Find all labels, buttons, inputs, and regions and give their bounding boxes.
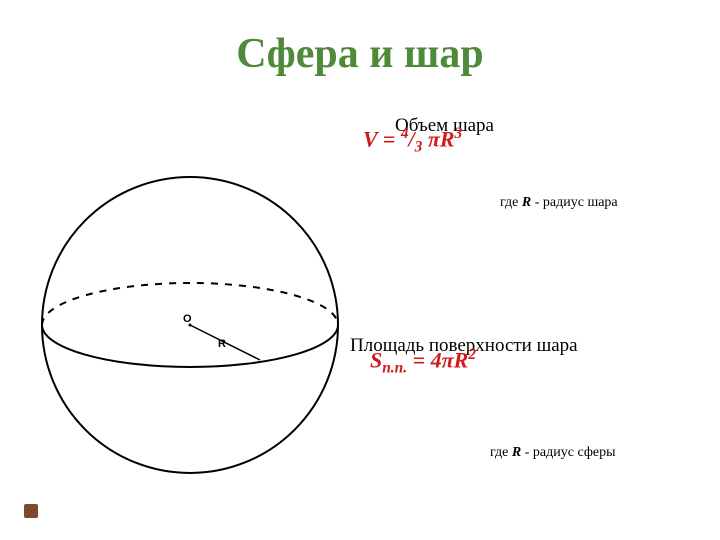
- vf-prefix: V =: [363, 126, 401, 151]
- vf-pir: πR: [422, 126, 454, 151]
- sf-exp: 2: [468, 346, 476, 363]
- volume-note: где R - радиус шара: [500, 195, 618, 211]
- volume-formula: V = 4/3 πR3: [363, 125, 462, 157]
- bullet-icon: [24, 504, 38, 518]
- sn-var: R: [512, 445, 521, 460]
- slide-container: Сфера и шар О R Объем шара V = 4/3 πR3 г…: [0, 0, 720, 540]
- vf-exp: 3: [455, 125, 463, 142]
- title-text: Сфера и шар: [236, 31, 483, 77]
- vf-numerator: 4: [401, 125, 409, 142]
- surface-note: где R - радиус сферы: [490, 445, 616, 461]
- equator-front: [42, 325, 338, 367]
- sphere-diagram: [35, 170, 345, 480]
- vn-suffix: - радиус шара: [531, 195, 617, 210]
- label-R: R: [218, 338, 226, 350]
- sf-eq: = 4πR: [407, 347, 468, 372]
- vn-prefix: где: [500, 195, 522, 210]
- sf-sym: S: [370, 347, 382, 372]
- sf-sub: п.п.: [382, 360, 407, 377]
- sn-prefix: где: [490, 445, 512, 460]
- sn-suffix: - радиус сферы: [521, 445, 615, 460]
- vn-var: R: [522, 195, 531, 210]
- slide-title: Сфера и шар: [0, 30, 720, 78]
- label-O: О: [183, 313, 192, 325]
- surface-formula: Sп.п. = 4πR2: [370, 346, 476, 378]
